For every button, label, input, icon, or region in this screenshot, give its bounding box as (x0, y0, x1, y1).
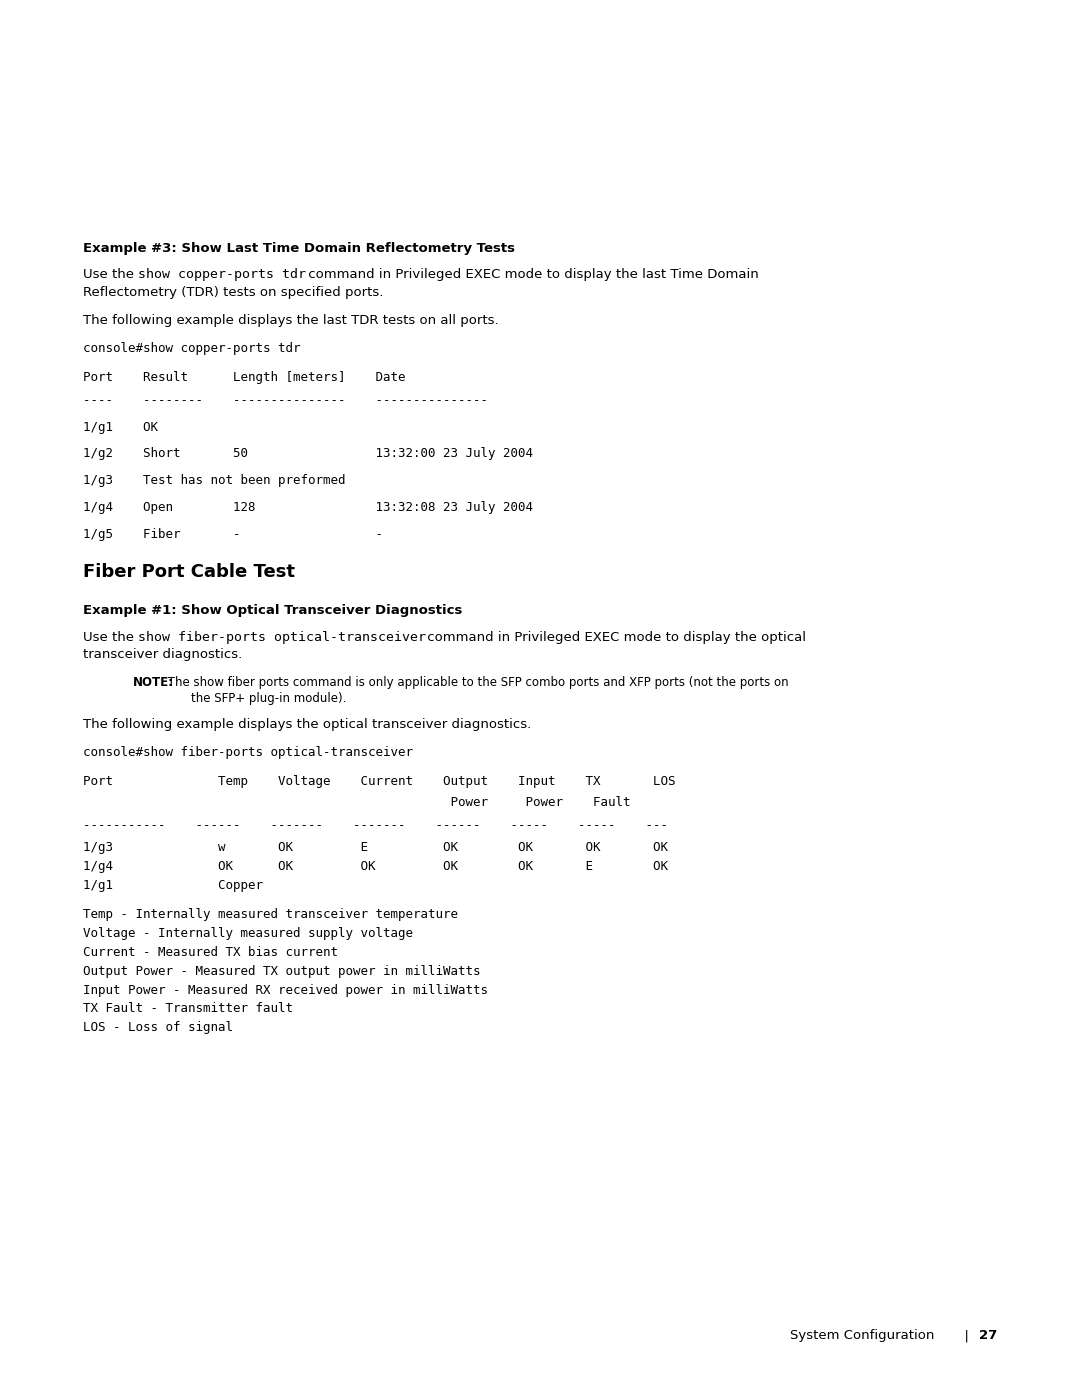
Text: 1/g4    Open        128                13:32:08 23 July 2004: 1/g4 Open 128 13:32:08 23 July 2004 (83, 502, 534, 514)
Text: Input Power - Measured RX received power in milliWatts: Input Power - Measured RX received power… (83, 983, 488, 996)
Text: 1/g4              OK      OK         OK         OK        OK       E        OK: 1/g4 OK OK OK OK OK E OK (83, 861, 669, 873)
Text: console#show copper-ports tdr: console#show copper-ports tdr (83, 342, 300, 355)
Text: The following example displays the last TDR tests on all ports.: The following example displays the last … (83, 314, 499, 327)
Text: ----    --------    ---------------    ---------------: ---- -------- --------------- ----------… (83, 394, 488, 407)
Text: -----------    ------    -------    -------    ------    -----    -----    ---: ----------- ------ ------- ------- -----… (83, 819, 669, 831)
Text: 1/g5    Fiber       -                  -: 1/g5 Fiber - - (83, 528, 383, 541)
Text: Current - Measured TX bias current: Current - Measured TX bias current (83, 946, 338, 958)
Text: Port              Temp    Voltage    Current    Output    Input    TX       LOS: Port Temp Voltage Current Output Input T… (83, 775, 675, 788)
Text: command in Privileged EXEC mode to display the optical: command in Privileged EXEC mode to displ… (423, 630, 807, 644)
Text: System Configuration: System Configuration (789, 1329, 934, 1343)
Text: show copper-ports tdr: show copper-ports tdr (138, 268, 306, 281)
Text: 27: 27 (978, 1329, 997, 1343)
Text: transceiver diagnostics.: transceiver diagnostics. (83, 648, 242, 661)
Text: Example #1: Show Optical Transceiver Diagnostics: Example #1: Show Optical Transceiver Dia… (83, 604, 462, 617)
Text: Voltage - Internally measured supply voltage: Voltage - Internally measured supply vol… (83, 928, 413, 940)
Text: The following example displays the optical transceiver diagnostics.: The following example displays the optic… (83, 718, 531, 731)
Text: the SFP+ plug-in module).: the SFP+ plug-in module). (191, 693, 347, 705)
Text: Output Power - Measured TX output power in milliWatts: Output Power - Measured TX output power … (83, 965, 481, 978)
Text: TX Fault - Transmitter fault: TX Fault - Transmitter fault (83, 1003, 293, 1016)
Text: Use the: Use the (83, 268, 138, 281)
Text: LOS - Loss of signal: LOS - Loss of signal (83, 1021, 233, 1034)
Text: Reflectometry (TDR) tests on specified ports.: Reflectometry (TDR) tests on specified p… (83, 286, 383, 299)
Text: Use the: Use the (83, 630, 138, 644)
Text: Example #3: Show Last Time Domain Reflectometry Tests: Example #3: Show Last Time Domain Reflec… (83, 242, 515, 256)
Text: Port    Result      Length [meters]    Date: Port Result Length [meters] Date (83, 370, 405, 384)
Text: Power     Power    Fault: Power Power Fault (83, 796, 631, 809)
Text: 1/g1              Copper: 1/g1 Copper (83, 879, 264, 893)
Text: 1/g3              w       OK         E          OK        OK       OK       OK: 1/g3 w OK E OK OK OK OK (83, 841, 669, 855)
Text: 1/g1    OK: 1/g1 OK (83, 420, 158, 433)
Text: show fiber-ports optical-transceiver: show fiber-ports optical-transceiver (138, 630, 426, 644)
Text: command in Privileged EXEC mode to display the last Time Domain: command in Privileged EXEC mode to displ… (305, 268, 759, 281)
Text: NOTE:: NOTE: (133, 676, 174, 689)
Text: 1/g3    Test has not been preformed: 1/g3 Test has not been preformed (83, 475, 346, 488)
Text: The show fiber ports command is only applicable to the SFP combo ports and XFP p: The show fiber ports command is only app… (164, 676, 788, 689)
Text: 1/g2    Short       50                 13:32:00 23 July 2004: 1/g2 Short 50 13:32:00 23 July 2004 (83, 447, 534, 461)
Text: |: | (956, 1329, 977, 1343)
Text: Temp - Internally measured transceiver temperature: Temp - Internally measured transceiver t… (83, 908, 458, 921)
Text: Fiber Port Cable Test: Fiber Port Cable Test (83, 563, 295, 581)
Text: console#show fiber-ports optical-transceiver: console#show fiber-ports optical-transce… (83, 746, 413, 759)
